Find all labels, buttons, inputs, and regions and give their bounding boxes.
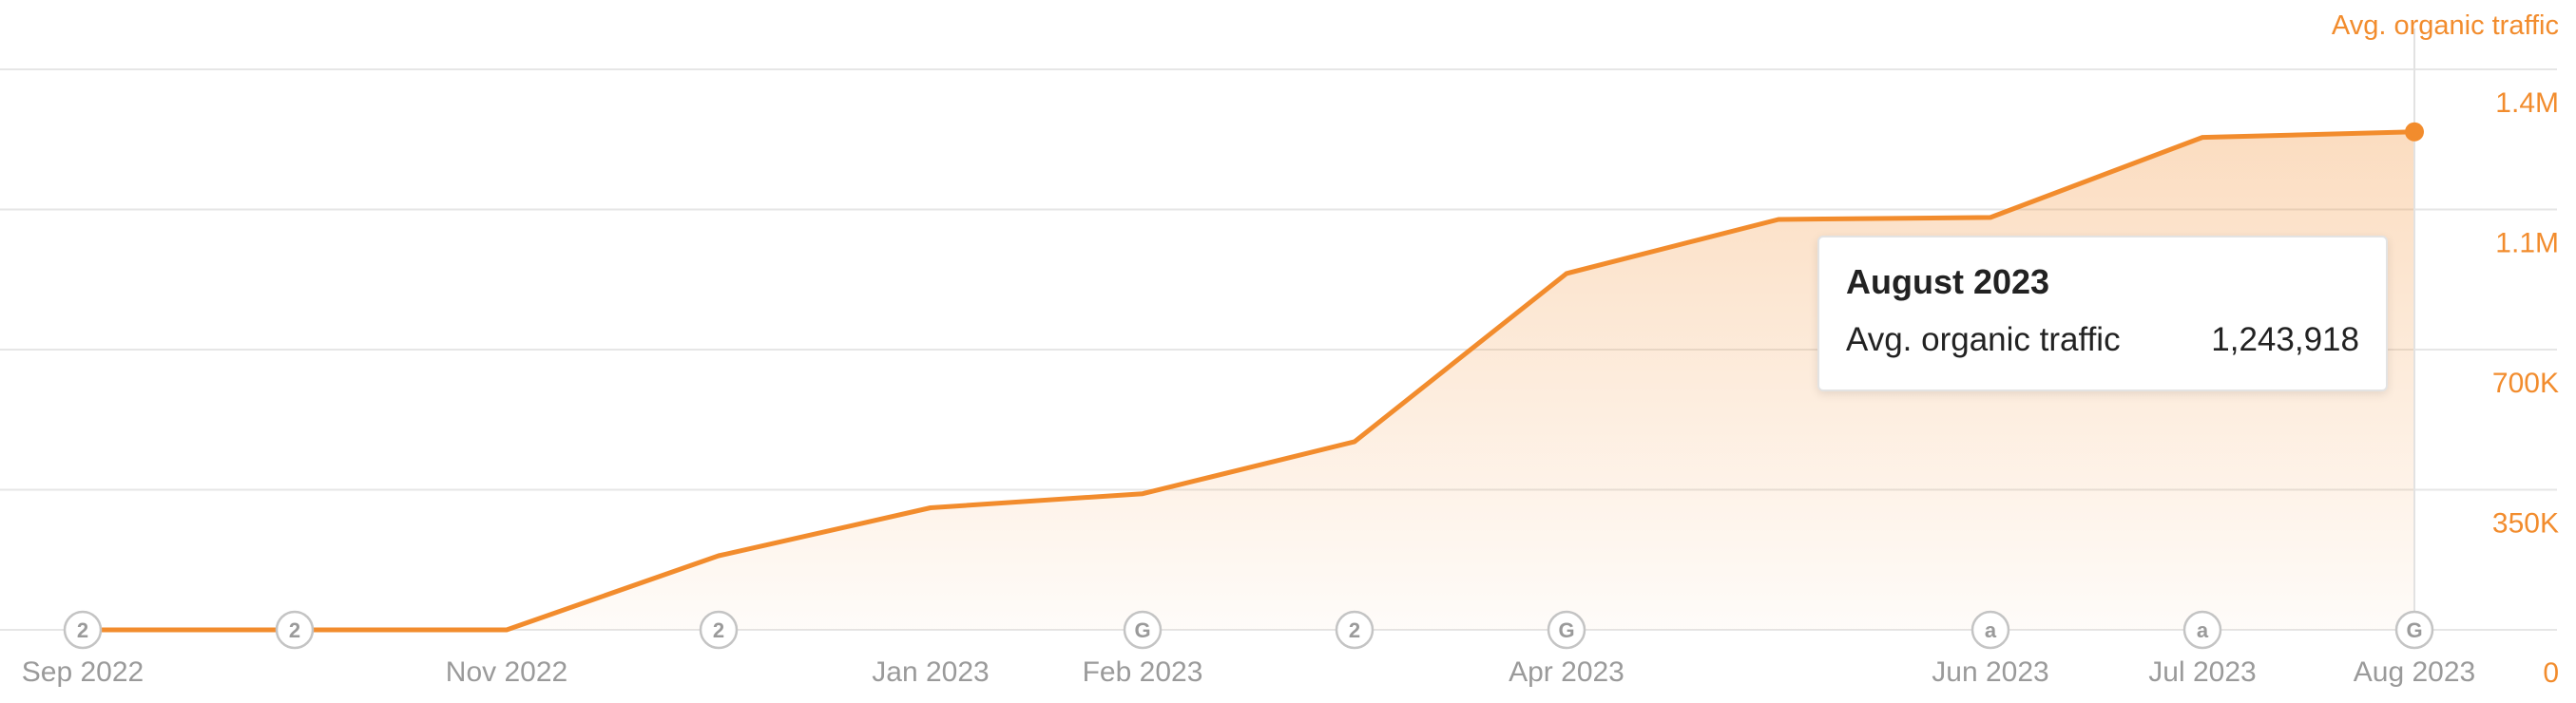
event-marker-glyph: a [1985, 618, 1997, 642]
series-line [80, 129, 2417, 633]
event-marker-circle[interactable] [2394, 610, 2434, 650]
y-tick-label: 700K [2492, 368, 2559, 399]
y-tick-label: 350K [2492, 508, 2559, 540]
event-marker-glyph: G [1558, 618, 1574, 642]
x-tick-label: Apr 2023 [1509, 656, 1624, 688]
event-marker-circle[interactable] [2182, 610, 2222, 650]
event-marker[interactable]: G [1123, 610, 1163, 650]
event-marker-circle[interactable] [699, 610, 739, 650]
event-marker[interactable]: G [1547, 610, 1586, 650]
x-axis-ticks: Sep 2022 Nov 2022 Jan 2023 Feb 2023 Apr 2023… [22, 656, 2475, 688]
x-tick-label: Nov 2022 [446, 656, 567, 688]
event-marker-glyph: 2 [77, 618, 88, 642]
event-marker-glyph: G [2406, 618, 2422, 642]
event-marker[interactable]: G [2394, 610, 2434, 650]
tooltip-title: August 2023 [1846, 262, 2050, 301]
event-marker[interactable]: 2 [699, 610, 739, 650]
event-marker[interactable]: 2 [1335, 610, 1375, 650]
event-marker[interactable]: 2 [275, 610, 315, 650]
y-tick-label: 1.4M [2495, 87, 2559, 119]
x-tick-label: Jun 2023 [1932, 656, 2048, 688]
event-marker-glyph: a [2197, 618, 2209, 642]
y-axis-ticks: 0 350K 700K 1.1M 1.4M [2492, 87, 2559, 689]
tooltip-label: Avg. organic traffic [1846, 321, 2121, 358]
event-marker[interactable]: 2 [63, 610, 103, 650]
y-tick-label: 1.1M [2495, 228, 2559, 259]
tooltip-value: 1,243,918 [2211, 321, 2359, 358]
series-line-layer [80, 122, 2424, 633]
x-tick-label: Aug 2023 [2354, 656, 2475, 688]
x-tick-label: Jan 2023 [872, 656, 989, 688]
event-marker-glyph: 2 [1349, 618, 1360, 642]
data-tooltip: August 2023 Avg. organic traffic 1,243,9… [1817, 236, 2388, 391]
y-tick-label: 0 [2543, 657, 2559, 689]
event-marker-circle[interactable] [63, 610, 103, 650]
event-marker-glyph: 2 [713, 618, 724, 642]
event-marker-circle[interactable] [1970, 610, 2010, 650]
event-marker-glyph: 2 [289, 618, 300, 642]
highlighted-point[interactable] [2405, 122, 2424, 142]
tooltip-row: Avg. organic traffic 1,243,918 [1846, 321, 2359, 359]
y-axis-title: Avg. organic traffic [2332, 10, 2559, 41]
event-marker-circle[interactable] [1335, 610, 1375, 650]
x-tick-label: Jul 2023 [2148, 656, 2256, 688]
event-marker[interactable]: a [2182, 610, 2222, 650]
event-marker-glyph: G [1134, 618, 1150, 642]
event-marker-circle[interactable] [275, 610, 315, 650]
event-marker-circle[interactable] [1123, 610, 1163, 650]
event-marker-circle[interactable] [1547, 610, 1586, 650]
x-tick-label: Feb 2023 [1083, 656, 1203, 688]
x-tick-label: Sep 2022 [22, 656, 144, 688]
event-marker[interactable]: a [1970, 610, 2010, 650]
